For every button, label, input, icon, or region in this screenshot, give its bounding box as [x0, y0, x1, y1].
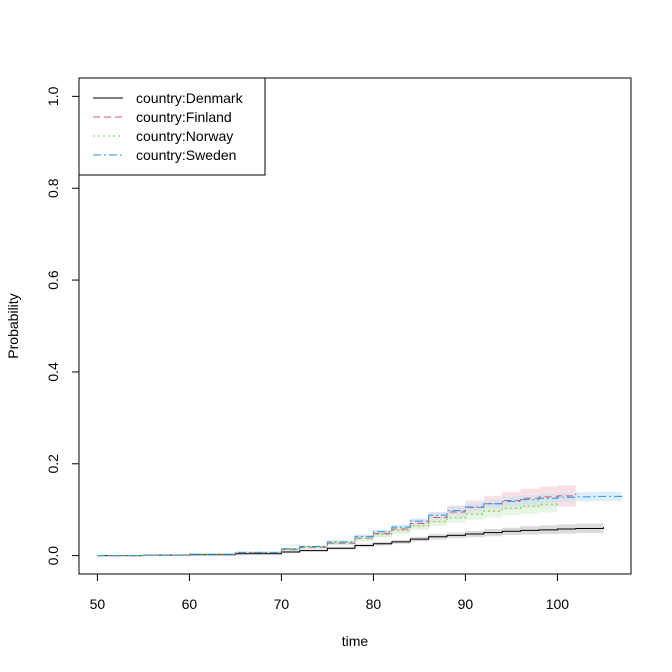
confidence-band-1	[97, 522, 604, 556]
x-tick-label: 50	[90, 596, 106, 612]
x-axis-title: time	[342, 633, 369, 649]
x-tick-label: 90	[458, 596, 474, 612]
x-tick-label: 100	[546, 596, 570, 612]
x-axis: 50 60 70 80 90 100	[90, 573, 570, 612]
confidence-band-4	[97, 491, 622, 556]
series-line-4	[97, 495, 623, 557]
x-tick-label: 60	[182, 596, 198, 612]
legend: country:Denmark country:Finland country:No…	[78, 77, 266, 176]
y-axis-title: Probability	[5, 293, 21, 358]
legend-label: country:Finland	[136, 109, 232, 125]
series-lines	[97, 493, 623, 557]
y-tick-label: 0.6	[45, 270, 61, 290]
confidence-bands	[97, 483, 622, 556]
series-line-1	[97, 527, 604, 557]
legend-box	[78, 77, 266, 176]
legend-label: country:Sweden	[136, 147, 236, 163]
series-line-3	[97, 502, 558, 557]
y-tick-label: 0.8	[45, 178, 61, 198]
legend-label: country:Norway	[136, 128, 233, 144]
y-axis: 0.0 0.2 0.4 0.6 0.8 1.0	[45, 86, 80, 566]
y-tick-label: 0.4	[45, 362, 61, 382]
y-tick-label: 1.0	[45, 86, 61, 106]
legend-label: country:Denmark	[136, 90, 244, 106]
y-tick-label: 0.0	[45, 546, 61, 566]
x-tick-label: 70	[274, 596, 290, 612]
x-tick-label: 80	[366, 596, 382, 612]
y-tick-label: 0.2	[45, 454, 61, 474]
